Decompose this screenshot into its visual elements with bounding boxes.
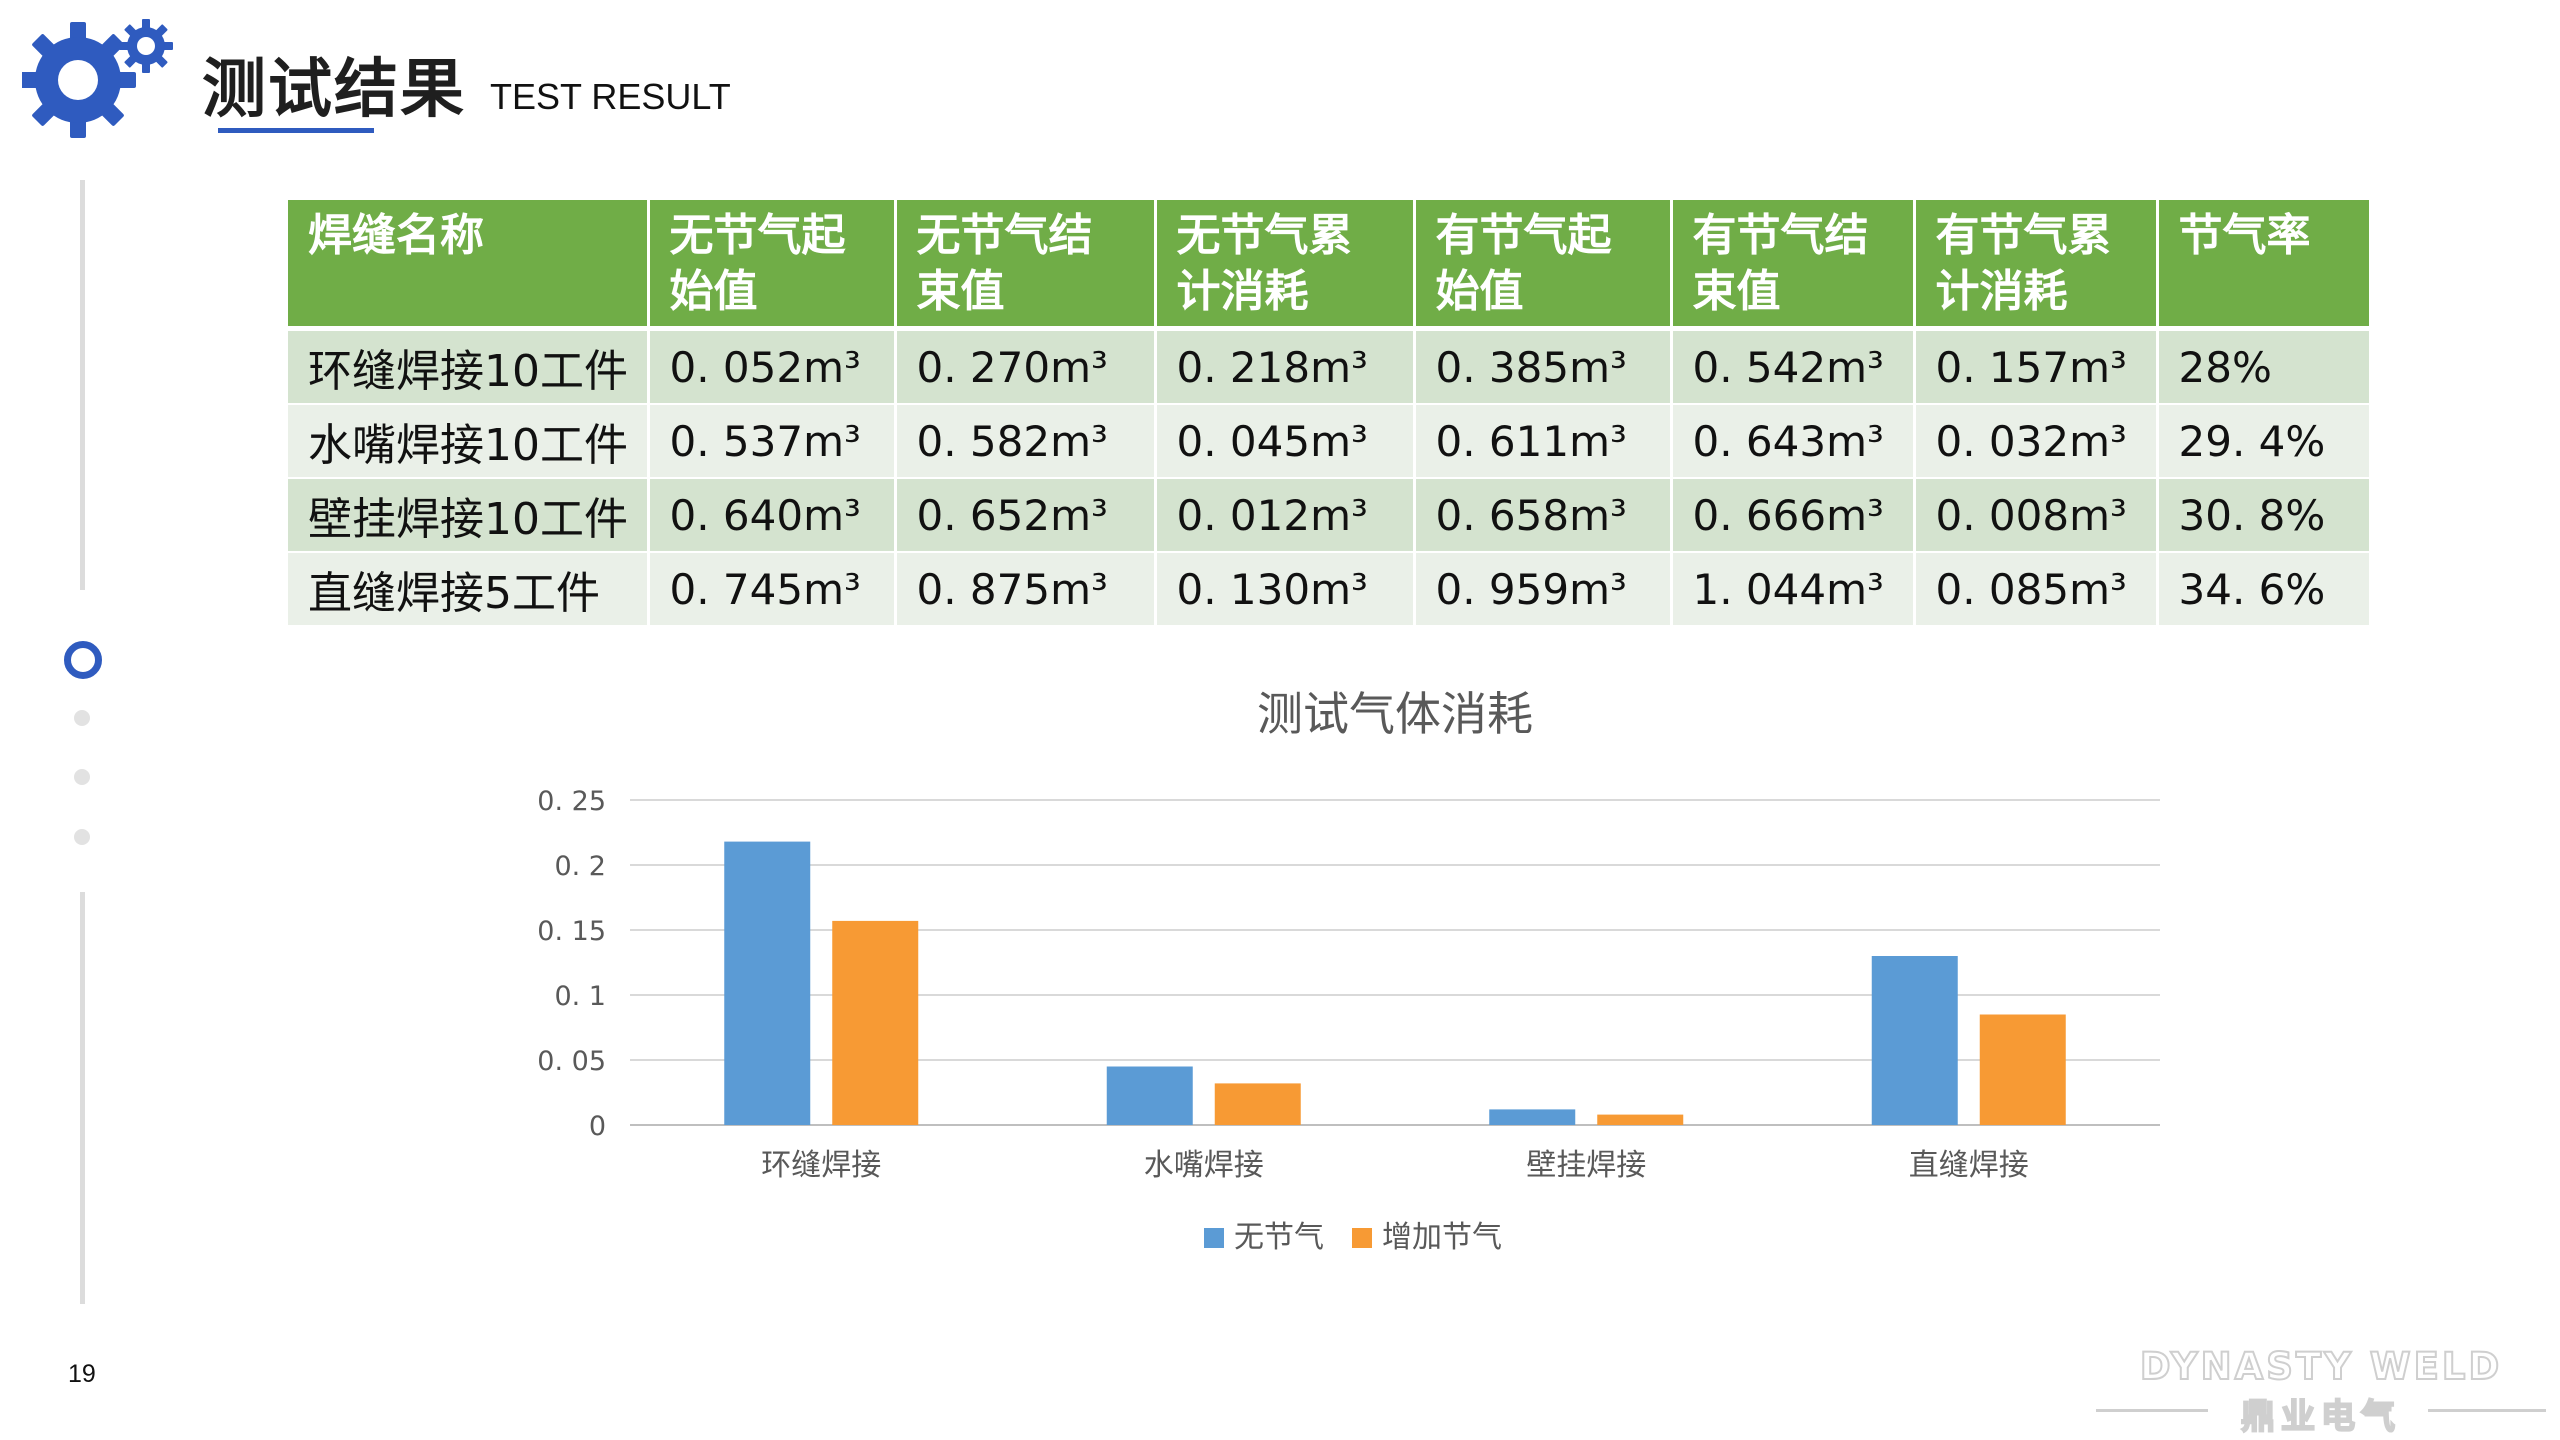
table-cell: 0. 218m³ xyxy=(1155,328,1416,405)
table-header-cell: 节气率 xyxy=(2157,200,2372,331)
table-cell: 水嘴焊接10工件 xyxy=(288,404,650,479)
bar xyxy=(1106,1066,1193,1125)
timeline-dot xyxy=(74,829,90,845)
table-header-cell: 无节气起 始值 xyxy=(648,200,897,331)
page-number: 19 xyxy=(68,1360,96,1388)
table-row: 壁挂焊接10工件 0. 640m³ 0. 652m³ 0. 012m³ 0. 6… xyxy=(288,478,2372,553)
table-cell: 29. 4% xyxy=(2157,404,2372,479)
y-tick-label: 0. 2 xyxy=(554,851,606,882)
table-row: 环缝焊接10工件 0. 052m³ 0. 270m³ 0. 218m³ 0. 3… xyxy=(288,328,2372,405)
bar xyxy=(1597,1114,1684,1125)
brand-name-cn: 鼎业电气 xyxy=(2240,1396,2401,1438)
y-tick-label: 0. 15 xyxy=(537,916,606,947)
table-header-cell: 有节气结 束值 xyxy=(1671,200,1916,331)
timeline-line-top xyxy=(80,180,85,590)
gear-logo-icon xyxy=(22,19,173,138)
bar xyxy=(1489,1109,1576,1125)
table-cell: 0. 385m³ xyxy=(1414,328,1673,405)
table-cell: 0. 652m³ xyxy=(895,478,1157,553)
page-subtitle: TEST RESULT xyxy=(490,76,731,117)
timeline-dot xyxy=(74,769,90,785)
table-cell: 0. 085m³ xyxy=(1914,552,2159,627)
table-header-row: 焊缝名称 无节气起 始值 无节气结 束值 无节气累 计消耗 有节气起 始值 有节气结 束值… xyxy=(288,200,2372,331)
y-tick-label: 0. 25 xyxy=(537,786,606,817)
bar xyxy=(1214,1083,1301,1125)
table-header-cell: 有节气起 始值 xyxy=(1414,200,1673,331)
table-cell: 0. 611m³ xyxy=(1414,404,1673,479)
table-cell: 28% xyxy=(2157,328,2372,405)
table-cell: 0. 666m³ xyxy=(1671,478,1916,553)
table-cell: 34. 6% xyxy=(2157,552,2372,627)
table-cell: 环缝焊接10工件 xyxy=(288,328,650,405)
table-cell: 0. 008m³ xyxy=(1914,478,2159,553)
x-tick-label: 壁挂焊接 xyxy=(1526,1148,1646,1183)
table-header-cell: 无节气累 计消耗 xyxy=(1155,200,1416,331)
brand-name-en: DYNASTY WELD xyxy=(2139,1344,2503,1389)
table-cell: 0. 012m³ xyxy=(1155,478,1416,553)
x-tick-label: 直缝焊接 xyxy=(1909,1148,2029,1183)
table-cell: 0. 643m³ xyxy=(1671,404,1916,479)
y-tick-label: 0. 1 xyxy=(554,981,606,1012)
table-cell: 0. 130m³ xyxy=(1155,552,1416,627)
table-cell: 0. 640m³ xyxy=(648,478,897,553)
table-header-cell: 焊缝名称 xyxy=(288,200,650,331)
table-cell: 直缝焊接5工件 xyxy=(288,552,650,627)
table-cell: 0. 959m³ xyxy=(1414,552,1673,627)
table-cell: 壁挂焊接10工件 xyxy=(288,478,650,553)
bar xyxy=(832,920,919,1125)
chart-title: 测试气体消耗 xyxy=(1257,687,1533,741)
table-cell: 0. 270m³ xyxy=(895,328,1157,405)
table-header-cell: 无节气结 束值 xyxy=(895,200,1157,331)
table-cell: 0. 052m³ xyxy=(648,328,897,405)
table-cell: 0. 658m³ xyxy=(1414,478,1673,553)
timeline-dot xyxy=(74,710,90,726)
x-tick-label: 水嘴焊接 xyxy=(1144,1148,1264,1183)
table-cell: 0. 582m³ xyxy=(895,404,1157,479)
timeline-dot-active xyxy=(64,641,102,679)
gas-consumption-chart: 测试气体消耗 0 0. 05 0. 1 0. 15 0. 2 0. 25 环缝焊接 水嘴焊接 壁挂… xyxy=(537,687,2160,1255)
legend-label: 增加节气 xyxy=(1382,1220,1502,1255)
results-table: 焊缝名称 无节气起 始值 无节气结 束值 无节气累 计消耗 有节气起 始值 有节气结 束值… xyxy=(288,200,2372,627)
table-cell: 1. 044m³ xyxy=(1671,552,1916,627)
table-cell: 0. 875m³ xyxy=(895,552,1157,627)
table-cell: 0. 032m³ xyxy=(1914,404,2159,479)
table-row: 水嘴焊接10工件 0. 537m³ 0. 582m³ 0. 045m³ 0. 6… xyxy=(288,404,2372,479)
table-cell: 0. 157m³ xyxy=(1914,328,2159,405)
x-tick-label: 环缝焊接 xyxy=(761,1148,881,1183)
y-tick-label: 0 xyxy=(589,1111,606,1142)
table-cell: 30. 8% xyxy=(2157,478,2372,553)
bar xyxy=(1871,956,1958,1125)
table-cell: 0. 045m³ xyxy=(1155,404,1416,479)
brand-logo: DYNASTY WELD 鼎业电气 xyxy=(2096,1344,2546,1438)
legend-swatch xyxy=(1204,1228,1224,1248)
bar xyxy=(1979,1014,2066,1125)
table-row: 直缝焊接5工件 0. 745m³ 0. 875m³ 0. 130m³ 0. 95… xyxy=(288,552,2372,627)
brand-divider xyxy=(2096,1409,2208,1412)
title-underline xyxy=(218,128,374,133)
timeline-line-bottom xyxy=(80,892,85,1304)
table-cell: 0. 537m³ xyxy=(648,404,897,479)
brand-divider xyxy=(2428,1409,2546,1412)
bar xyxy=(724,841,811,1125)
table-header-cell: 有节气累 计消耗 xyxy=(1914,200,2159,331)
table-cell: 0. 745m³ xyxy=(648,552,897,627)
page-title: 测试结果 xyxy=(202,53,466,127)
legend-label: 无节气 xyxy=(1234,1220,1324,1255)
legend-swatch xyxy=(1352,1228,1372,1248)
table-cell: 0. 542m³ xyxy=(1671,328,1916,405)
y-tick-label: 0. 05 xyxy=(537,1046,606,1077)
